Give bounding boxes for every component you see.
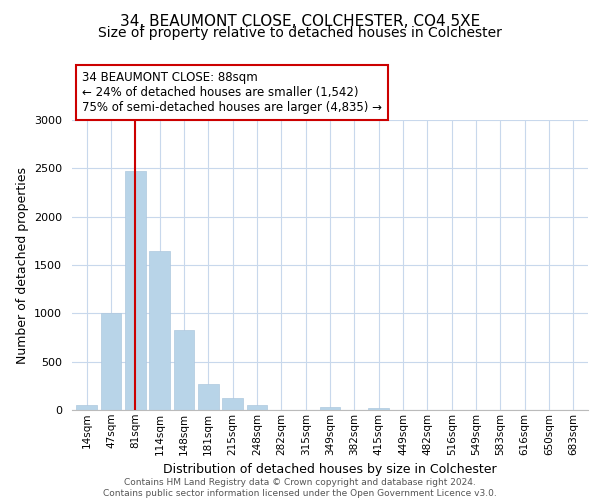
Bar [149,250,170,410]
Text: 34, BEAUMONT CLOSE, COLCHESTER, CO4 5XE: 34, BEAUMONT CLOSE, COLCHESTER, CO4 5XE [120,14,480,29]
Bar [198,384,218,410]
Bar [125,171,146,410]
Text: Contains HM Land Registry data © Crown copyright and database right 2024.
Contai: Contains HM Land Registry data © Crown c… [103,478,497,498]
X-axis label: Distribution of detached houses by size in Colchester: Distribution of detached houses by size … [163,463,497,476]
Bar [101,314,121,410]
Bar [247,405,268,410]
Bar [222,398,243,410]
Bar [76,404,97,410]
Y-axis label: Number of detached properties: Number of detached properties [16,166,29,364]
Bar [368,408,389,410]
Bar [320,406,340,410]
Bar [173,330,194,410]
Text: 34 BEAUMONT CLOSE: 88sqm
← 24% of detached houses are smaller (1,542)
75% of sem: 34 BEAUMONT CLOSE: 88sqm ← 24% of detach… [82,71,382,114]
Text: Size of property relative to detached houses in Colchester: Size of property relative to detached ho… [98,26,502,40]
